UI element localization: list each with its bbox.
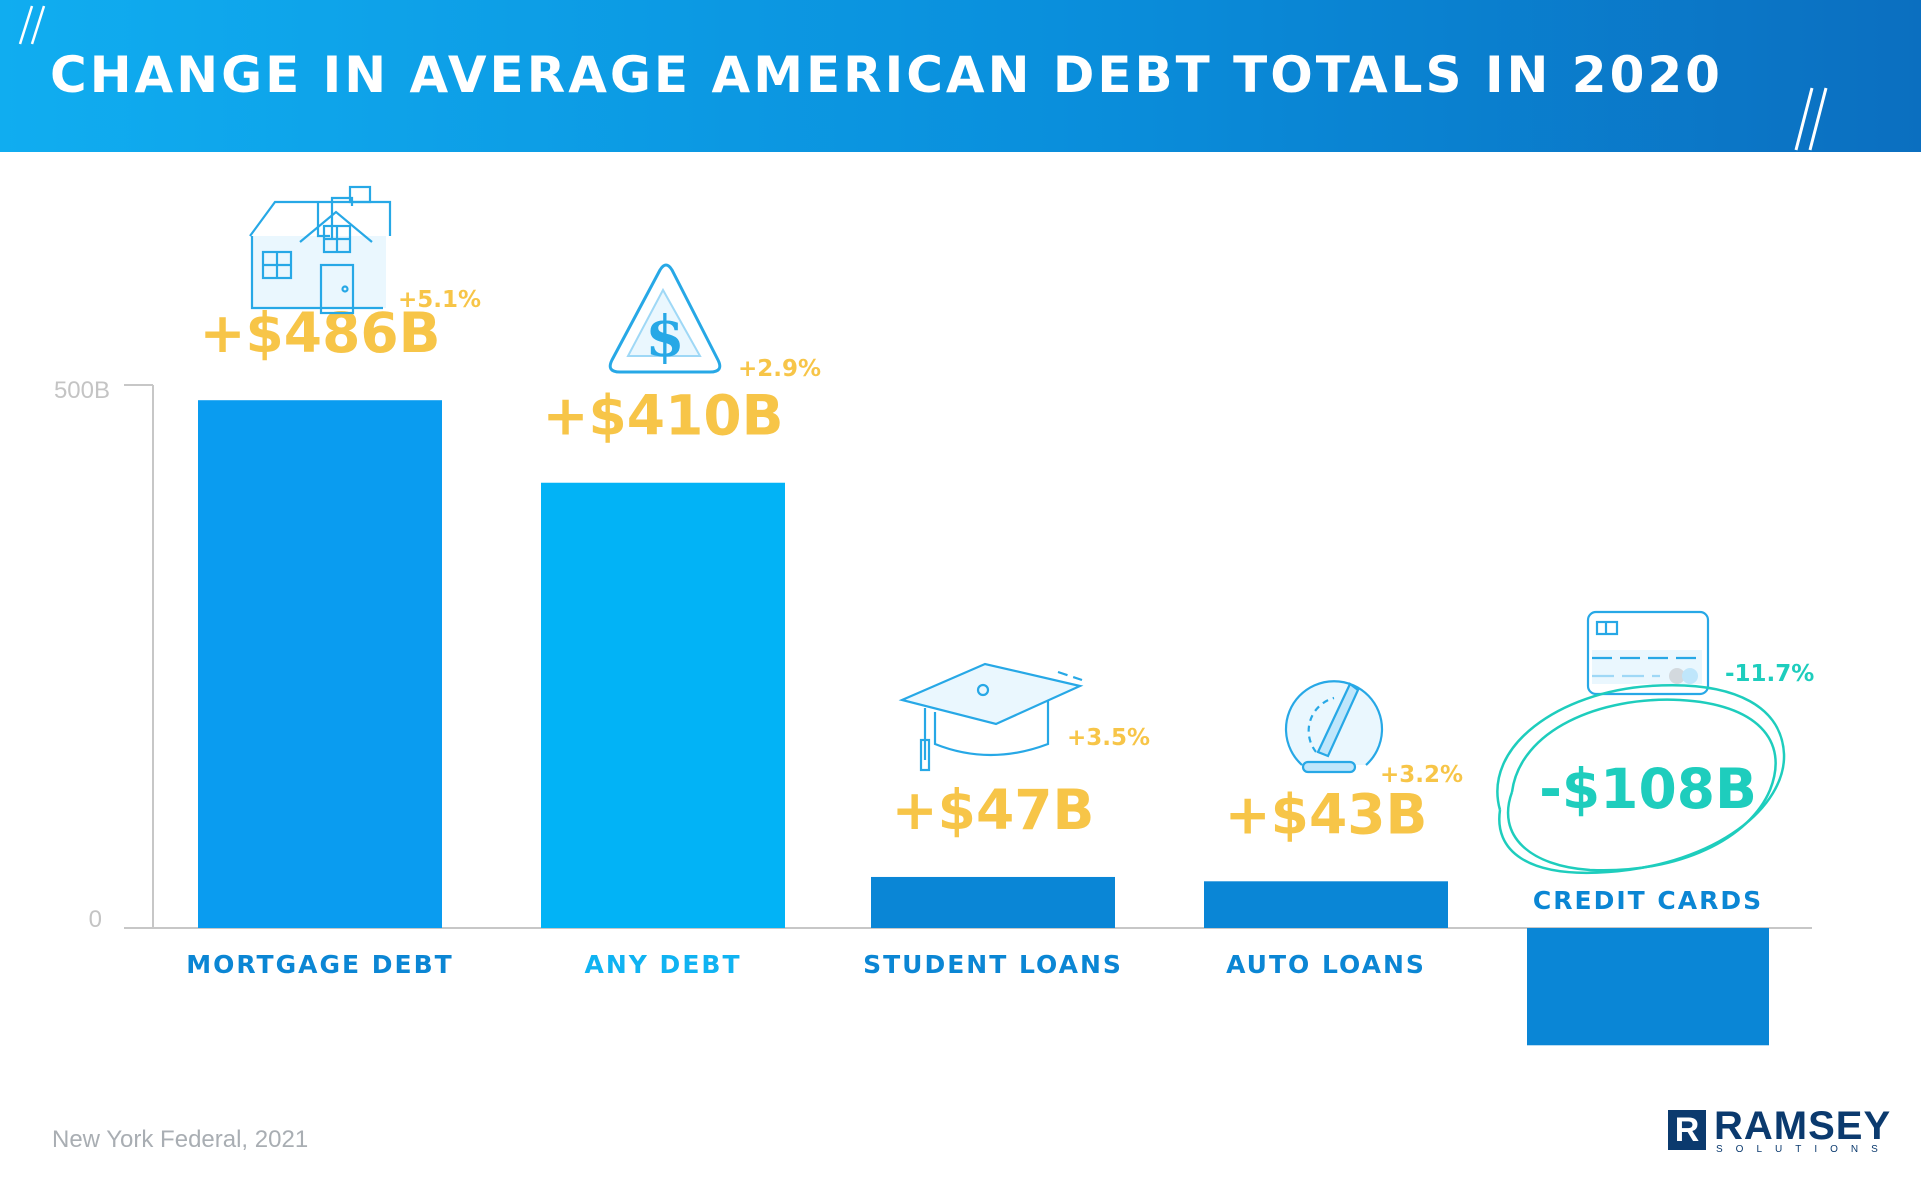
graduation-cap-icon	[898, 662, 1084, 772]
title-banner: CHANGE IN AVERAGE AMERICAN DEBT TOTALS I…	[0, 0, 1921, 152]
category-label: MORTGAGE DEBT	[186, 950, 453, 979]
logo-wordmark: RAMSEY	[1714, 1104, 1892, 1148]
bar	[541, 482, 785, 928]
speedometer-icon	[1284, 680, 1384, 774]
category-label: STUDENT LOANS	[863, 950, 1123, 979]
ramsey-logo: R RAMSEY SOLUTIONS	[1668, 1104, 1908, 1156]
category-label: AUTO LOANS	[1226, 950, 1426, 979]
y-tick-label: 500B	[54, 377, 110, 404]
y-tick-label: 0	[89, 906, 102, 933]
category-label: CREDIT CARDS	[1533, 886, 1763, 915]
source-note: New York Federal, 2021	[52, 1126, 309, 1153]
house-icon	[249, 185, 392, 315]
slash-decoration-icon	[1794, 87, 1828, 151]
slash-decoration-icon	[18, 5, 46, 45]
bar	[198, 400, 442, 929]
bar	[1527, 928, 1769, 1046]
value-label: +$43B	[1225, 782, 1428, 846]
value-label: -$108B	[1539, 757, 1757, 821]
logo-mark: R	[1668, 1110, 1706, 1150]
percent-label: +3.2%	[1380, 762, 1463, 788]
dollar-warning-icon: $	[608, 263, 722, 374]
bars-layer	[198, 400, 1769, 1046]
value-label: +$47B	[892, 778, 1095, 842]
bar	[1204, 881, 1448, 928]
svg-text:$: $	[646, 304, 685, 370]
credit-card-icon	[1586, 610, 1710, 696]
percent-label: +2.9%	[738, 356, 821, 382]
bar	[871, 876, 1115, 928]
highlight-circle	[1496, 684, 1786, 875]
percent-label: +3.5%	[1067, 725, 1150, 751]
logo-subtitle: SOLUTIONS	[1716, 1144, 1891, 1155]
value-label: +$410B	[542, 384, 783, 448]
page-title: CHANGE IN AVERAGE AMERICAN DEBT TOTALS I…	[50, 46, 1723, 104]
category-label: ANY DEBT	[584, 950, 741, 979]
percent-label: +5.1%	[398, 287, 481, 313]
percent-label: -11.7%	[1725, 661, 1814, 687]
